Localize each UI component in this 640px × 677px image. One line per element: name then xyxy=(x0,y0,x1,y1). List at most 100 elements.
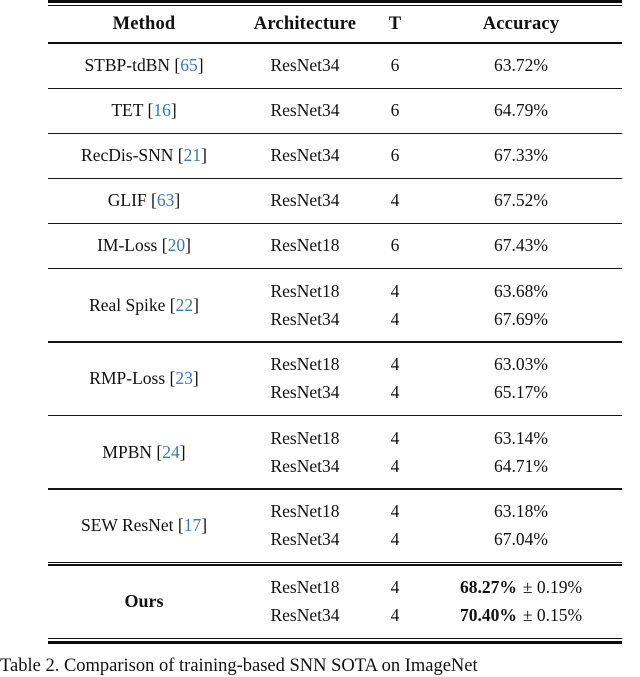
architecture-cell: ResNet18 xyxy=(270,427,340,448)
method-cell: Real Spike [22] xyxy=(89,294,199,315)
accuracy-cell: 67.33% xyxy=(494,145,548,166)
table-row-group-mpbn: MPBN [24] ResNet18 4 63.14% ResNet34 4 6… xyxy=(48,416,622,488)
citation-link[interactable]: 65 xyxy=(180,55,198,76)
accuracy-cell: 63.18% xyxy=(494,501,548,521)
method-cell: GLIF [63] xyxy=(107,190,181,211)
architecture-cell: ResNet34 xyxy=(270,190,340,211)
architecture-cell: ResNet34 xyxy=(270,605,340,626)
row-rule xyxy=(48,267,622,269)
method-name: Real Spike xyxy=(89,294,166,315)
accuracy-stddev: ± 0.19% xyxy=(522,577,583,598)
timestep-cell: 6 xyxy=(390,100,400,121)
timestep-cell: 4 xyxy=(390,354,400,374)
method-cell: TET [16] xyxy=(111,100,177,121)
method-cell: STBP-tdBN [65] xyxy=(84,55,204,76)
accuracy-cell: 63.72% xyxy=(494,55,548,76)
table-row-group-stbp-tdbn: STBP-tdBN [65] ResNet34 6 63.72% xyxy=(48,44,622,88)
timestep-cell: 4 xyxy=(390,308,400,329)
accuracy-cell: 63.03% xyxy=(494,354,548,374)
architecture-cell: ResNet18 xyxy=(270,354,340,374)
timestep-cell: 4 xyxy=(390,605,400,626)
table-row-group-tet: TET [16] ResNet34 6 64.79% xyxy=(48,89,622,133)
timestep-cell: 4 xyxy=(390,455,400,476)
timestep-cell: 6 xyxy=(390,145,400,166)
results-table: Method Architecture T Accuracy STBP-tdBN… xyxy=(48,0,622,644)
table-row-group-sew-resnet: SEW ResNet [17] ResNet18 4 63.18% ResNet… xyxy=(48,490,622,562)
method-name: IM-Loss xyxy=(97,235,158,256)
timestep-cell: 6 xyxy=(390,55,400,76)
table-top-rule xyxy=(48,0,622,6)
method-name: SEW ResNet xyxy=(80,515,174,535)
row-rule xyxy=(48,132,622,134)
column-header-accuracy: Accuracy xyxy=(482,13,560,34)
table-row-group-real-spike: Real Spike [22] ResNet18 4 63.68% ResNet… xyxy=(48,269,622,341)
accuracy-value-bold: 70.40% xyxy=(459,605,517,626)
accuracy-value-bold: 68.27% xyxy=(459,577,517,598)
ours-separator-rule xyxy=(48,561,622,566)
method-name: TET xyxy=(111,100,144,121)
column-header-architecture: Architecture xyxy=(253,13,357,34)
table-header-row: Method Architecture T Accuracy xyxy=(48,6,622,42)
table-bottom-rule xyxy=(48,637,622,644)
accuracy-cell: 63.68% xyxy=(494,280,548,301)
timestep-cell: 4 xyxy=(390,501,400,521)
architecture-cell: ResNet18 xyxy=(270,501,340,521)
citation-link[interactable]: 17 xyxy=(183,515,202,535)
citation-link[interactable]: 21 xyxy=(183,145,202,166)
accuracy-cell: 70.40% ± 0.15% xyxy=(420,605,622,626)
accuracy-cell: 65.17% xyxy=(494,382,548,402)
citation-link[interactable]: 22 xyxy=(175,294,194,315)
method-cell: SEW ResNet [17] xyxy=(80,515,208,535)
method-name-ours: Ours xyxy=(124,591,164,612)
architecture-cell: ResNet34 xyxy=(270,529,340,549)
accuracy-cell: 67.69% xyxy=(494,308,548,329)
timestep-cell: 4 xyxy=(390,529,400,549)
accuracy-cell: 67.43% xyxy=(494,235,548,256)
row-rule xyxy=(48,488,622,490)
row-rule xyxy=(48,414,622,416)
architecture-cell: ResNet34 xyxy=(270,145,340,166)
column-header-t: T xyxy=(388,13,402,34)
architecture-cell: ResNet18 xyxy=(270,235,340,256)
timestep-cell: 6 xyxy=(390,235,400,256)
timestep-cell: 4 xyxy=(390,427,400,448)
method-name: RMP-Loss xyxy=(89,368,166,388)
table-row-group-glif: GLIF [63] ResNet34 4 67.52% xyxy=(48,179,622,223)
timestep-cell: 4 xyxy=(390,577,400,598)
accuracy-cell: 64.79% xyxy=(494,100,548,121)
architecture-cell: ResNet18 xyxy=(270,280,340,301)
accuracy-cell: 64.71% xyxy=(494,455,548,476)
method-name: MPBN xyxy=(102,441,153,462)
timestep-cell: 4 xyxy=(390,382,400,402)
table-row-group-recdis-snn: RecDis-SNN [21] ResNet34 6 67.33% xyxy=(48,134,622,178)
method-cell: MPBN [24] xyxy=(102,441,186,462)
architecture-cell: ResNet34 xyxy=(270,308,340,329)
timestep-cell: 4 xyxy=(390,280,400,301)
citation-link[interactable]: 63 xyxy=(156,190,175,211)
architecture-cell: ResNet34 xyxy=(270,455,340,476)
method-cell: RMP-Loss [23] xyxy=(89,368,199,388)
accuracy-cell: 63.14% xyxy=(494,427,548,448)
row-rule xyxy=(48,87,622,89)
citation-link[interactable]: 23 xyxy=(175,368,193,388)
citation-link[interactable]: 20 xyxy=(167,235,186,256)
citation-link[interactable]: 24 xyxy=(162,441,180,462)
accuracy-stddev: ± 0.15% xyxy=(522,605,583,626)
architecture-cell: ResNet34 xyxy=(270,55,340,76)
table-caption: Table 2. Comparison of training-based SN… xyxy=(0,656,478,676)
method-name: RecDis-SNN xyxy=(81,145,174,166)
method-name: STBP-tdBN xyxy=(84,55,171,76)
citation-link[interactable]: 16 xyxy=(153,100,171,121)
table-row-group-im-loss: IM-Loss [20] ResNet18 6 67.43% xyxy=(48,224,622,268)
method-cell: IM-Loss [20] xyxy=(97,235,191,256)
row-rule xyxy=(48,177,622,179)
architecture-cell: ResNet34 xyxy=(270,100,340,121)
architecture-cell: ResNet18 xyxy=(270,577,340,598)
accuracy-cell: 68.27% ± 0.19% xyxy=(420,577,622,598)
table-row-group-rmp-loss: RMP-Loss [23] ResNet18 4 63.03% ResNet34… xyxy=(48,343,622,415)
column-header-method: Method xyxy=(112,13,176,34)
table-row-group-ours: Ours ResNet18 4 68.27% ± 0.19% ResNet34 4… xyxy=(48,566,622,638)
accuracy-cell: 67.04% xyxy=(494,529,548,549)
timestep-cell: 4 xyxy=(390,190,400,211)
row-rule xyxy=(48,222,622,224)
